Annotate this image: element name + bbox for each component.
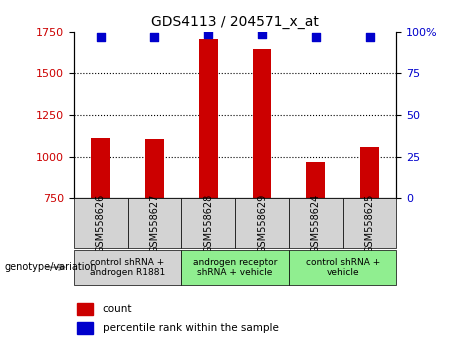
Text: GSM558624: GSM558624 bbox=[311, 193, 321, 253]
Point bbox=[97, 34, 104, 40]
Text: GSM558625: GSM558625 bbox=[365, 193, 375, 253]
Bar bbox=[181, 250, 289, 285]
Point bbox=[258, 31, 266, 36]
Bar bbox=[145, 139, 164, 198]
Bar bbox=[77, 322, 93, 334]
Bar bbox=[289, 250, 396, 285]
Text: control shRNA +
vehicle: control shRNA + vehicle bbox=[306, 258, 380, 277]
Bar bbox=[77, 303, 93, 315]
Bar bbox=[235, 198, 289, 248]
Text: percentile rank within the sample: percentile rank within the sample bbox=[103, 323, 279, 333]
Bar bbox=[289, 198, 343, 248]
Text: count: count bbox=[103, 304, 132, 314]
Title: GDS4113 / 204571_x_at: GDS4113 / 204571_x_at bbox=[151, 16, 319, 29]
Bar bbox=[343, 198, 396, 248]
Point bbox=[366, 34, 373, 40]
Bar bbox=[360, 148, 379, 198]
Text: GSM558626: GSM558626 bbox=[95, 193, 106, 253]
Text: GSM558629: GSM558629 bbox=[257, 193, 267, 253]
Text: genotype/variation: genotype/variation bbox=[5, 262, 97, 272]
Bar bbox=[181, 198, 235, 248]
Text: control shRNA +
androgen R1881: control shRNA + androgen R1881 bbox=[90, 258, 165, 277]
Bar bbox=[91, 137, 110, 198]
Point bbox=[312, 34, 319, 40]
Point bbox=[205, 31, 212, 36]
Bar bbox=[74, 250, 181, 285]
Bar bbox=[74, 198, 128, 248]
Bar bbox=[128, 198, 181, 248]
Bar bbox=[307, 162, 325, 198]
Text: GSM558628: GSM558628 bbox=[203, 193, 213, 253]
Bar bbox=[253, 49, 272, 198]
Text: androgen receptor
shRNA + vehicle: androgen receptor shRNA + vehicle bbox=[193, 258, 278, 277]
Point bbox=[151, 34, 158, 40]
Bar bbox=[199, 39, 218, 198]
Text: GSM558627: GSM558627 bbox=[149, 193, 160, 253]
